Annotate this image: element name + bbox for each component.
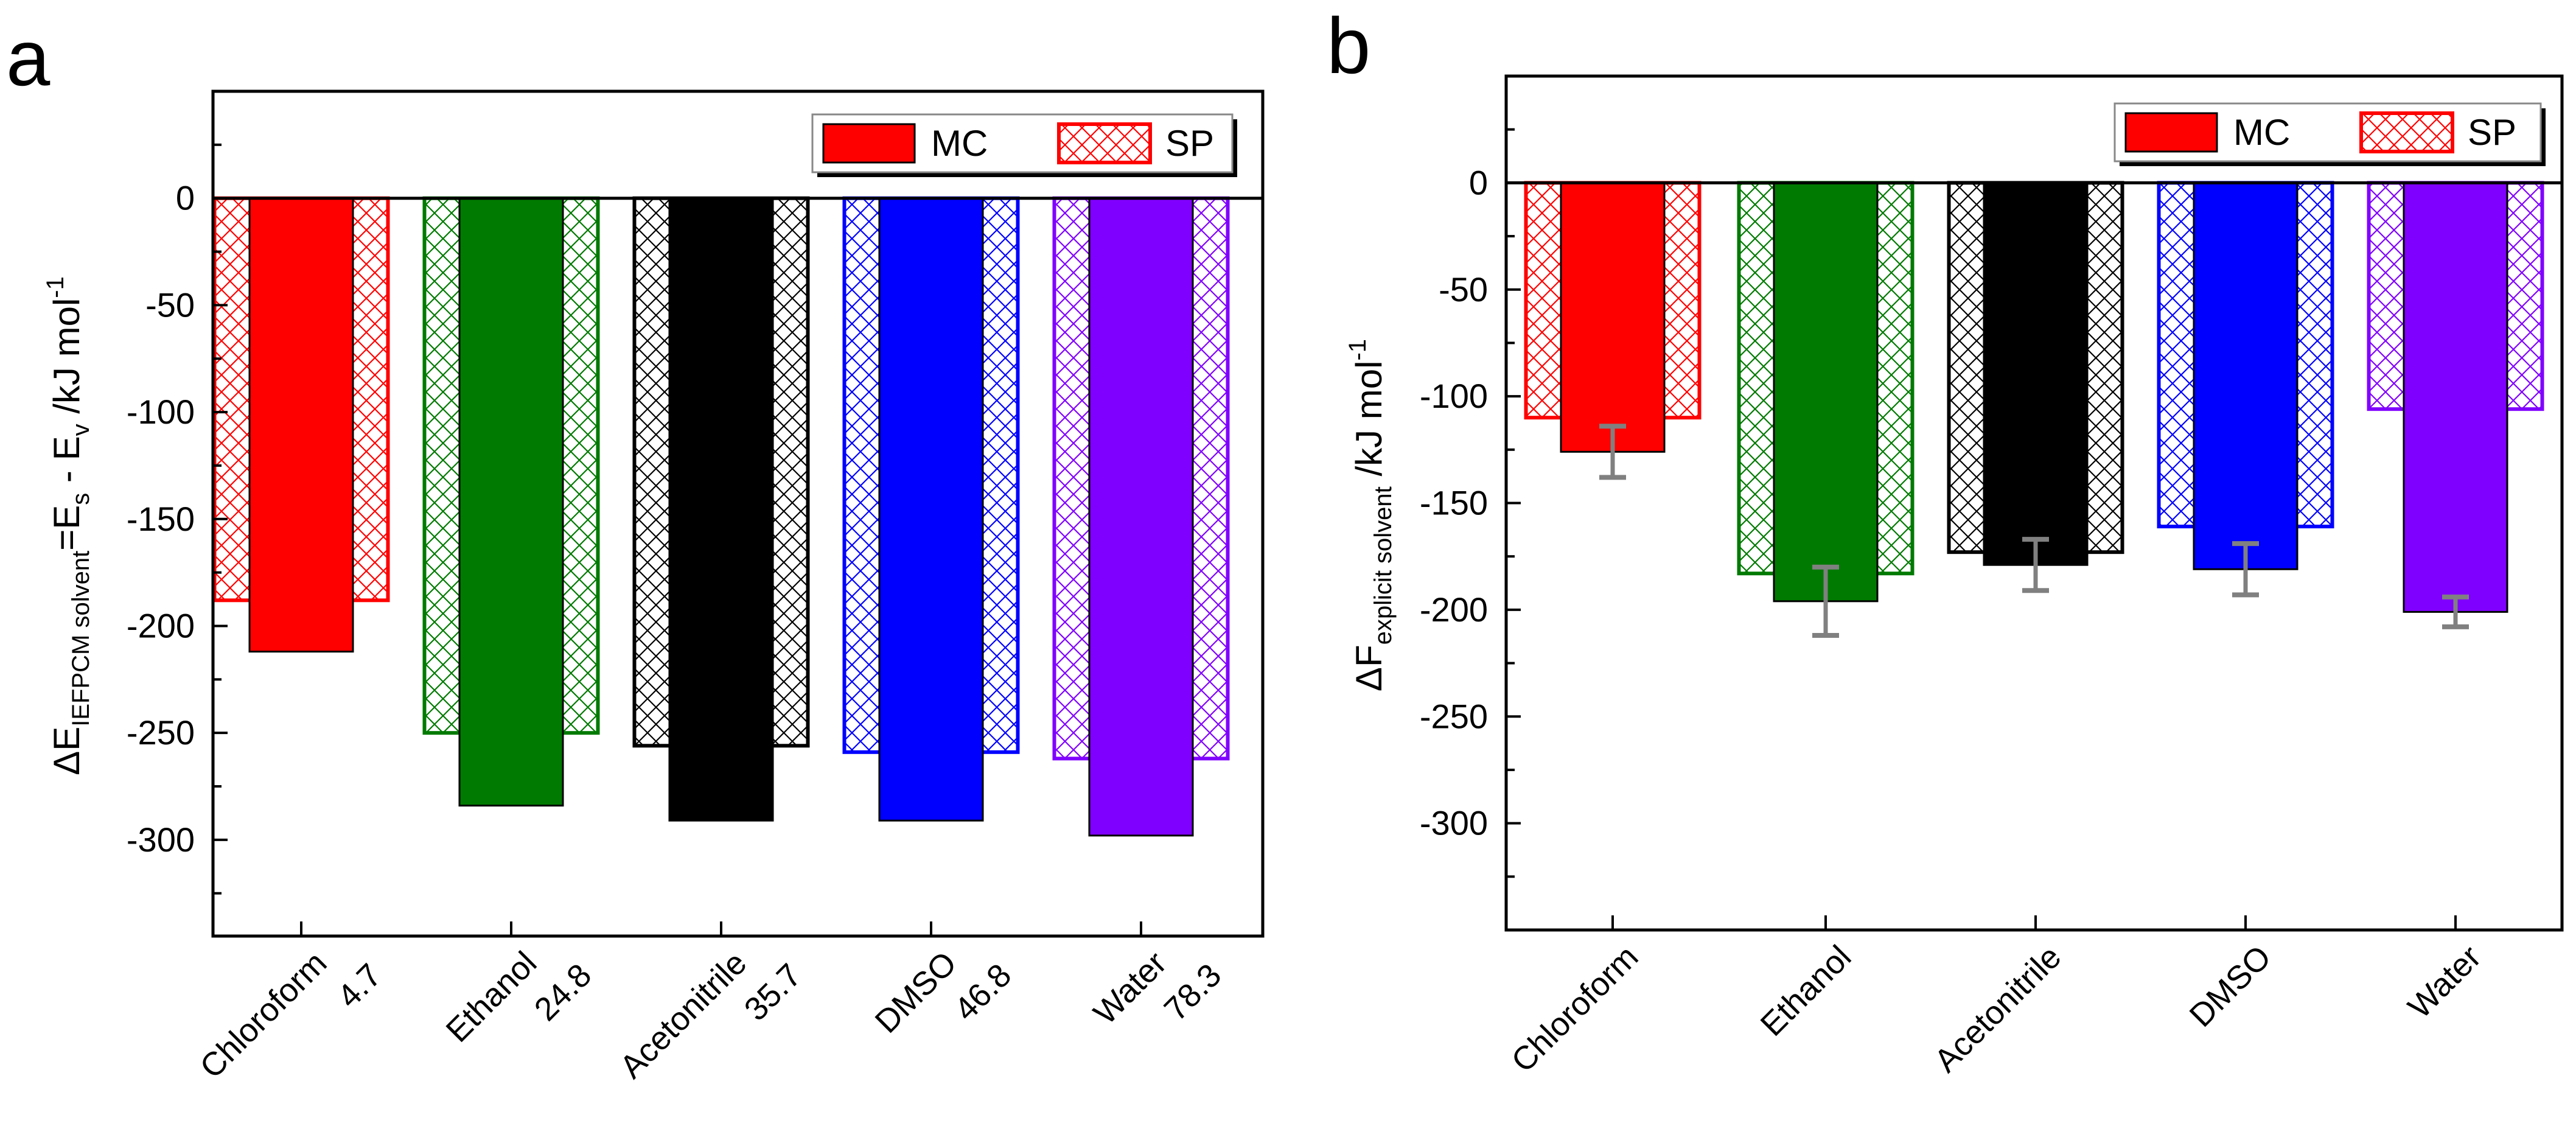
- error-bar-ethanol: [1812, 564, 1839, 638]
- legend-mc-swatch: [822, 123, 916, 164]
- mc-bar-acetonitrile: [1983, 181, 2089, 566]
- category-label-acetonitrile: Acetonitrile: [1927, 939, 2068, 1079]
- panel-a-letter: a: [6, 13, 51, 102]
- mc-bar-dmso: [2193, 181, 2299, 570]
- y-tick-label: 0: [1469, 163, 1488, 201]
- mc-bar-chloroform: [248, 197, 354, 653]
- category-label-water: Water: [2401, 939, 2488, 1026]
- category-label-ethanol: Ethanol: [439, 945, 544, 1049]
- mc-bar-ethanol: [458, 197, 564, 807]
- y-tick-label: -300: [1420, 804, 1488, 842]
- panel-b-chart: Chloroform Ethanol Acetonitrile DMSO Water 0 -…: [1344, 74, 2564, 1079]
- error-bar-acetonitrile: [2022, 537, 2049, 593]
- mc-bar-ethanol: [1773, 181, 1879, 603]
- mc-bar-water: [2403, 181, 2508, 613]
- category-label-acetonitrile: Acetonitrile: [613, 945, 753, 1085]
- mc-bar-acetonitrile: [668, 197, 774, 822]
- y-tick-label: -300: [127, 820, 195, 859]
- mc-bar-dmso: [878, 197, 984, 822]
- legend-sp-swatch: [1057, 122, 1152, 164]
- y-axis-title: ΔEIEFPCM solvent=Es - Ev /kJ mol-1: [42, 276, 94, 775]
- y-tick-label: 0: [176, 179, 195, 217]
- legend: MC SP: [811, 113, 1237, 177]
- category-label-dmso: DMSO: [868, 945, 964, 1040]
- category-label-water: Water: [1087, 945, 1174, 1032]
- y-tick-label: -50: [1439, 270, 1488, 309]
- category-label-chloroform: Chloroform: [1504, 939, 1645, 1079]
- y-tick-label: -150: [127, 500, 195, 538]
- y-tick-label: -250: [127, 713, 195, 752]
- legend: MC SP: [2114, 102, 2546, 166]
- y-tick-label: -150: [1420, 484, 1488, 522]
- category-label-ethanol: Ethanol: [1754, 939, 1859, 1043]
- legend-sp-label: SP: [2468, 112, 2516, 153]
- category-label-dmso: DMSO: [2183, 939, 2278, 1034]
- legend-mc-swatch: [2124, 112, 2218, 153]
- category-value-chloroform: 4.7: [330, 957, 389, 1015]
- y-tick-label: -100: [127, 393, 195, 431]
- error-bar-chloroform: [1599, 424, 1626, 480]
- legend-mc-label: MC: [2233, 112, 2290, 153]
- legend-sp-swatch: [2359, 111, 2454, 153]
- legend-sp-label: SP: [1165, 123, 1214, 164]
- plot-frame: [211, 89, 1265, 938]
- mc-bar-chloroform: [1560, 181, 1666, 453]
- y-axis-title: ΔFexplicit solvent /kJ mol-1: [1344, 339, 1397, 691]
- y-tick-label: -200: [1420, 590, 1488, 629]
- y-tick-label: -250: [1420, 697, 1488, 735]
- mc-bar-water: [1088, 197, 1194, 837]
- legend-mc-label: MC: [931, 123, 988, 164]
- y-tick-label: -50: [145, 285, 195, 324]
- panel-b-letter: b: [1327, 1, 1370, 90]
- y-tick-label: -100: [1420, 377, 1488, 415]
- error-bar-dmso: [2232, 541, 2259, 598]
- y-tick-label: -200: [127, 606, 195, 645]
- category-label-chloroform: Chloroform: [193, 945, 333, 1085]
- error-bar-water: [2442, 594, 2469, 629]
